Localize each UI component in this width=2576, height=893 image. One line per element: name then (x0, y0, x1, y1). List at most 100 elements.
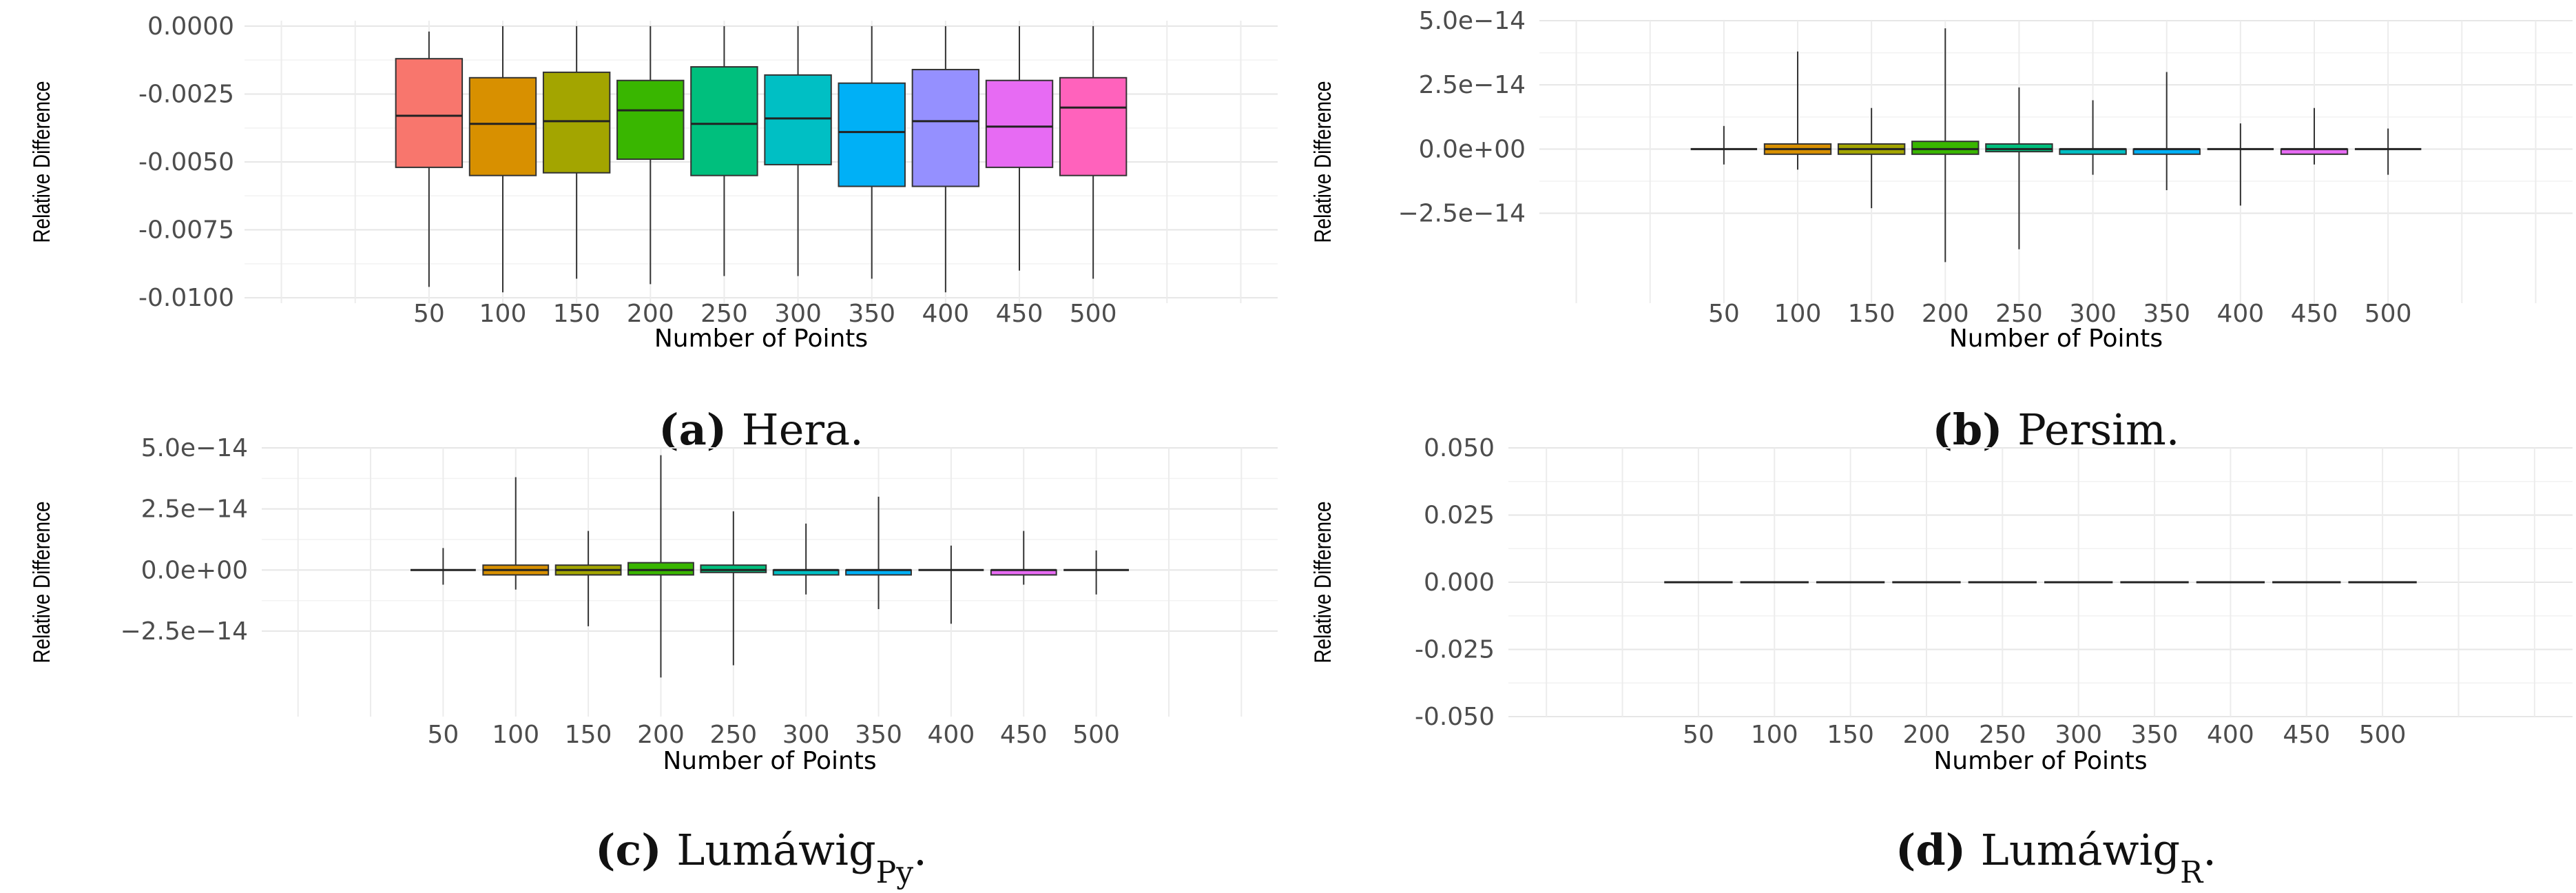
y-tick-label: -0.0075 (138, 216, 234, 245)
y-axis-title: Relative Difference (28, 81, 54, 243)
x-tick-label: 350 (855, 721, 902, 749)
x-tick-label: 400 (922, 300, 969, 328)
x-tick-label: 300 (2055, 721, 2102, 749)
x-tick-label: 100 (492, 721, 539, 749)
x-tick-labels: 50 100 150 200 250 300 350 400 450 500 (427, 721, 1119, 749)
x-tick-label: 50 (1683, 721, 1714, 749)
boxplot-450 (2280, 107, 2349, 165)
x-tick-labels: 50 100 150 200 250 300 350 400 450 500 (413, 300, 1117, 328)
x-tick-label: 400 (2216, 300, 2264, 328)
boxplot-450 (985, 25, 1054, 271)
boxplot-300 (764, 25, 832, 276)
y-tick-label: -0.0050 (138, 148, 234, 176)
y-tick-label: −2.5e−14 (1398, 200, 1526, 228)
x-tick-label: 250 (1995, 300, 2043, 328)
y-axis-title: Relative Difference (1309, 502, 1336, 664)
x-tick-label: 150 (565, 721, 612, 749)
y-tick-label: 5.0e−14 (141, 434, 248, 462)
boxplot-100 (468, 25, 537, 293)
boxplot-150 (554, 531, 622, 626)
x-axis-title: Number of Points (1949, 325, 2163, 353)
panel-persim: 5.0e−14 2.5e−14 0.0e+00 −2.5e−14 Relative Di… (1309, 7, 2573, 455)
boxplot-150 (542, 25, 611, 279)
boxplot-350 (2132, 72, 2201, 190)
gridlines (1539, 20, 2573, 303)
y-tick-label: 0.050 (1424, 434, 1495, 462)
x-tick-label: 350 (2143, 300, 2190, 328)
x-tick-label: 250 (1979, 721, 2026, 749)
boxplot-400 (911, 25, 980, 293)
x-tick-label: 50 (413, 300, 445, 328)
box (542, 71, 611, 174)
caption-text: Lumáwig (676, 825, 875, 875)
caption-text: Persim. (2017, 404, 2179, 455)
x-tick-labels: 50 100 150 200 250 300 350 400 450 500 (1683, 721, 2406, 749)
boxplot-300 (772, 523, 840, 595)
y-tick-label: 2.5e−14 (141, 495, 248, 524)
x-tick-label: 200 (637, 721, 685, 749)
x-axis-title: Number of Points (654, 325, 868, 353)
y-tick-label: 5.0e−14 (1419, 7, 1526, 35)
boxplot-100 (482, 477, 550, 590)
y-tick-label: -0.0025 (138, 80, 234, 108)
y-tick-labels: 5.0e−14 2.5e−14 0.0e+00 −2.5e−14 (1398, 7, 1526, 228)
box (627, 562, 694, 576)
x-tick-label: 250 (709, 721, 757, 749)
x-tick-label: 150 (1848, 300, 1895, 328)
boxplot-50 (395, 31, 464, 287)
x-tick-label: 450 (2291, 300, 2338, 328)
box (468, 76, 537, 176)
boxplot-100 (1763, 51, 1832, 170)
boxplot-500 (2354, 128, 2422, 175)
panel-hera: 0.0000 -0.0025 -0.0050 -0.0075 -0.0100 Relati… (28, 12, 1278, 455)
caption-end: . (913, 825, 927, 875)
box (911, 68, 980, 187)
x-tick-label: 50 (1708, 300, 1740, 328)
box (1911, 141, 1980, 155)
x-tick-label: 500 (1070, 300, 1117, 328)
boxplots (1690, 28, 2422, 263)
box (1059, 76, 1128, 176)
x-tick-label: 400 (2207, 721, 2254, 749)
caption-subscript: R (2180, 855, 2204, 890)
boxplot-450 (990, 531, 1057, 585)
x-tick-label: 200 (627, 300, 674, 328)
x-tick-label: 500 (2359, 721, 2407, 749)
x-tick-label: 450 (1000, 721, 1048, 749)
x-tick-label: 150 (553, 300, 601, 328)
caption-letter: (b) (1932, 404, 2017, 455)
box (700, 564, 767, 573)
caption: (a) Hera. (658, 404, 864, 455)
y-tick-label: 0.0e+00 (1419, 135, 1526, 163)
box (1985, 143, 2053, 153)
x-tick-label: 450 (996, 300, 1043, 328)
box (764, 74, 832, 165)
caption: (d) LumáwigR. (1895, 825, 2216, 890)
caption-letter: (d) (1895, 825, 1981, 875)
panel-lumawig-py: 5.0e−14 2.5e−14 0.0e+00 −2.5e−14 Relative Di… (28, 434, 1278, 890)
boxplot-150 (1837, 107, 1906, 209)
x-axis-title: Number of Points (1933, 747, 2147, 775)
caption-letter: (c) (595, 825, 676, 875)
y-tick-label: -0.050 (1415, 703, 1495, 731)
panel-lumawig-r: 0.050 0.025 0.000 -0.025 -0.050 Relative Diff… (1309, 434, 2573, 890)
y-tick-label: 0.025 (1424, 502, 1495, 530)
boxplots (410, 455, 1130, 678)
x-tick-label: 400 (928, 721, 975, 749)
boxplot-400 (2207, 123, 2274, 206)
x-tick-label: 300 (782, 721, 830, 749)
caption-text: Lumáwig (1981, 825, 2180, 875)
x-tick-label: 500 (2365, 300, 2412, 328)
box (838, 82, 906, 187)
y-tick-label: 0.0e+00 (141, 556, 248, 584)
boxplot-350 (845, 496, 912, 609)
boxplot-300 (2059, 100, 2127, 175)
x-tick-label: 350 (848, 300, 895, 328)
boxplot-400 (918, 545, 984, 624)
caption-subscript: Py (876, 855, 914, 890)
x-tick-label: 300 (2069, 300, 2117, 328)
y-tick-label: -0.0100 (138, 284, 234, 312)
caption: (b) Persim. (1932, 404, 2179, 455)
caption: (c) LumáwigPy. (595, 825, 927, 890)
